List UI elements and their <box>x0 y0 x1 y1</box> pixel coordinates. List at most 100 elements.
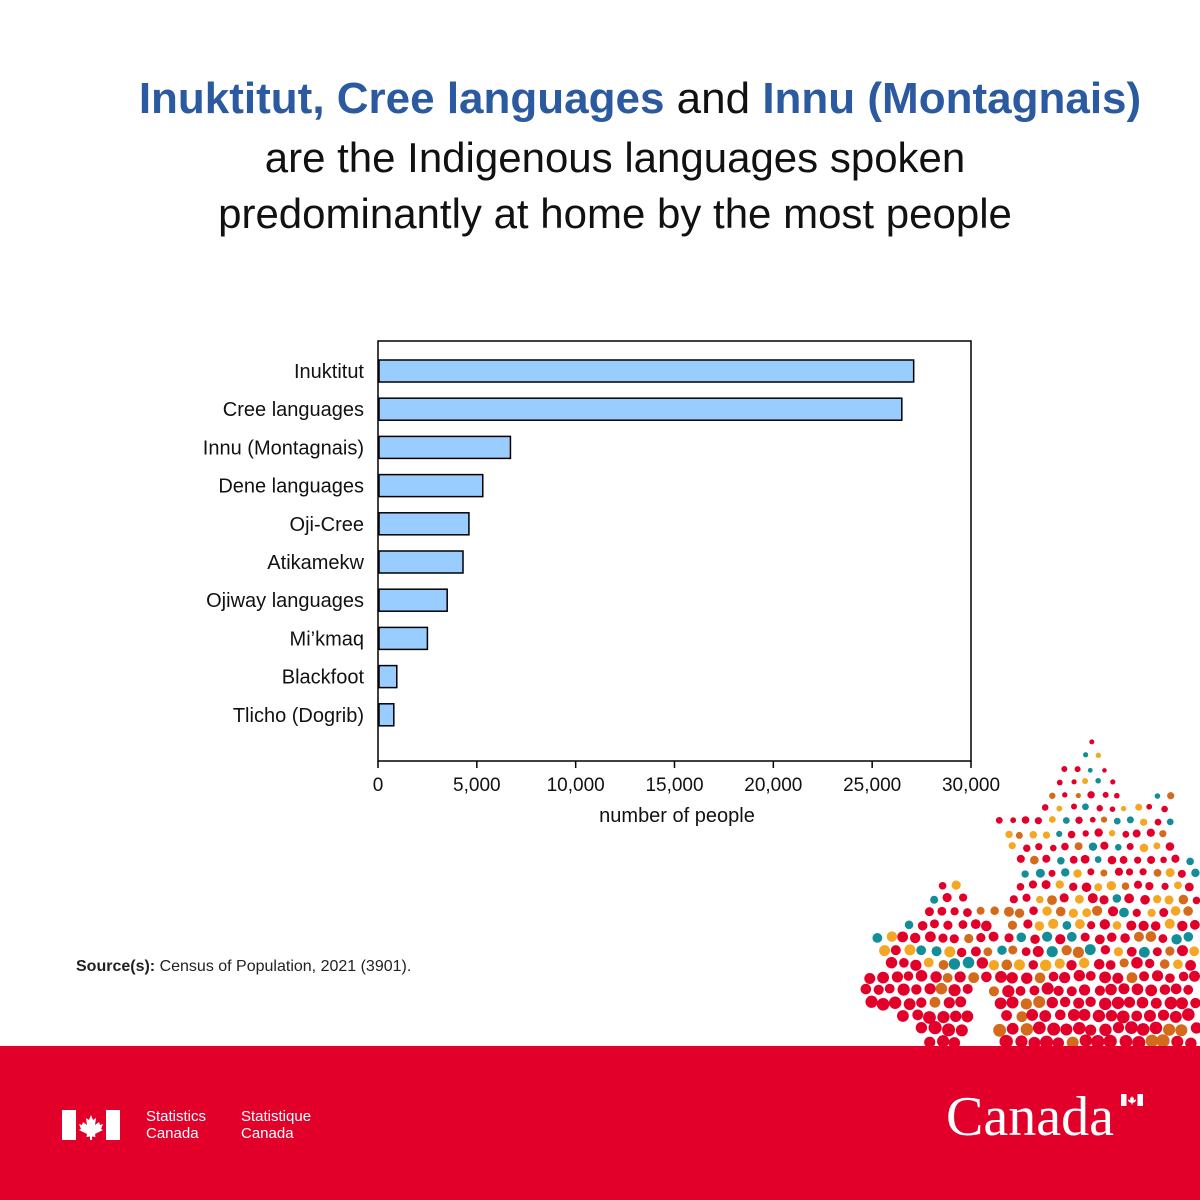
leaf-dot <box>1066 931 1077 942</box>
leaf-dot <box>904 920 914 930</box>
leaf-dot <box>1041 982 1054 995</box>
wordmark-flag-icon <box>1121 1094 1143 1106</box>
leaf-dot <box>1082 803 1089 811</box>
leaf-dot <box>1112 972 1124 984</box>
leaf-dot <box>1020 1023 1034 1036</box>
leaf-dot <box>1116 1010 1130 1024</box>
leaf-dot <box>1190 997 1200 1009</box>
leaf-dot <box>1042 831 1051 839</box>
leaf-dot <box>1132 1036 1146 1046</box>
leaf-dot <box>1103 1034 1117 1046</box>
leaf-dot <box>1055 880 1064 889</box>
leaf-dot <box>1047 895 1057 906</box>
leaf-dot <box>1165 946 1175 956</box>
leaf-dot <box>1175 1024 1188 1037</box>
category-label-7: Mi’kmaq <box>290 628 364 650</box>
leaf-dot <box>1015 986 1026 996</box>
leaf-dot <box>1111 996 1125 1010</box>
leaf-dot <box>1131 983 1144 996</box>
leaf-dot <box>981 920 992 932</box>
bar-9 <box>378 703 395 727</box>
leaf-dot <box>915 970 928 982</box>
leaf-dot <box>1156 1034 1170 1046</box>
leaf-dot <box>879 945 891 957</box>
leaf-dot <box>1034 817 1042 825</box>
leaf-dot <box>1089 816 1096 823</box>
leaf-dot <box>1108 829 1116 837</box>
agency-fr-line-2: Canada <box>241 1125 294 1142</box>
leaf-dot <box>995 971 1007 983</box>
category-label-8: Blackfoot <box>282 667 365 689</box>
leaf-dot <box>1042 854 1051 863</box>
leaf-dot <box>1169 1010 1182 1023</box>
leaf-dot <box>1082 777 1089 784</box>
leaf-dot <box>1032 946 1044 958</box>
leaf-dot <box>1047 1022 1061 1036</box>
leaf-dot <box>988 986 1000 997</box>
leaf-dot <box>1154 793 1161 799</box>
leaf-dot <box>1139 971 1150 982</box>
leaf-dot <box>1143 1009 1156 1022</box>
leaf-dot <box>1048 971 1059 982</box>
leaf-dot <box>1029 830 1038 839</box>
leaf-dot <box>1177 920 1188 932</box>
leaf-dot <box>1165 973 1175 983</box>
leaf-dot <box>1046 946 1058 958</box>
leaf-dot <box>1100 816 1108 823</box>
leaf-dot <box>1184 882 1194 892</box>
leaf-dot <box>1006 1022 1019 1035</box>
leaf-dot <box>942 1023 956 1037</box>
leaf-dot <box>1061 945 1072 956</box>
leaf-dot <box>1124 893 1135 904</box>
agency-fr-line-1: Statistique <box>241 1108 312 1125</box>
title-line-2: are the Indigenous languages spoken <box>264 134 966 181</box>
leaf-dot <box>929 919 939 929</box>
leaf-dot <box>910 959 922 971</box>
leaf-dot <box>1087 791 1095 799</box>
leaf-dot <box>1105 1009 1118 1022</box>
category-label-2: Innu (Montagnais) <box>203 437 364 459</box>
leaf-dot <box>1023 919 1033 929</box>
leaf-dot <box>1096 805 1103 812</box>
leaf-dot <box>1183 932 1194 942</box>
agency-name-french: Statistique Canada <box>241 1108 311 1142</box>
leaf-dot <box>1120 805 1127 812</box>
x-tick-label-2: 10,000 <box>547 775 605 796</box>
leaf-dot <box>1046 996 1058 1009</box>
leaf-dot <box>917 920 928 931</box>
leaf-dot <box>1126 816 1134 824</box>
leaf-dot <box>1023 844 1031 852</box>
leaf-dot <box>930 895 939 904</box>
leaf-dot <box>1001 1010 1012 1021</box>
leaf-dot <box>1091 1035 1105 1046</box>
leaf-dot <box>1164 895 1174 905</box>
leaf-dot <box>897 983 910 996</box>
leaf-dot <box>954 971 966 983</box>
leaf-dot <box>937 1011 950 1024</box>
leaf-dot <box>1057 856 1065 865</box>
source-text: Census of Population, 2021 (3901). <box>155 958 412 975</box>
canada-wordmark: Canada <box>946 1086 1114 1148</box>
leaf-dot <box>1121 882 1130 891</box>
leaf-dot <box>1074 842 1083 851</box>
leaf-dot <box>897 931 909 943</box>
leaf-dot <box>955 1024 968 1037</box>
leaf-dot <box>1177 869 1186 878</box>
leaf-dot <box>1055 934 1066 945</box>
leaf-dot <box>1016 882 1025 891</box>
leaf-dot <box>999 1034 1013 1046</box>
leaf-dot <box>1189 919 1200 930</box>
leaf-dot <box>1160 856 1167 864</box>
leaf-dot <box>1154 818 1162 826</box>
leaf-dot <box>1093 958 1105 970</box>
leaf-dot <box>937 906 947 916</box>
canada-flag-icon <box>62 1110 120 1140</box>
leaf-dot <box>1087 767 1093 773</box>
leaf-dot <box>981 971 992 983</box>
leaf-dot <box>1100 869 1108 877</box>
leaf-dot <box>1159 959 1170 969</box>
leaf-dot <box>956 947 967 958</box>
leaf-dot <box>1003 906 1014 917</box>
leaf-dot <box>903 998 916 1011</box>
leaf-dot <box>1145 931 1157 942</box>
